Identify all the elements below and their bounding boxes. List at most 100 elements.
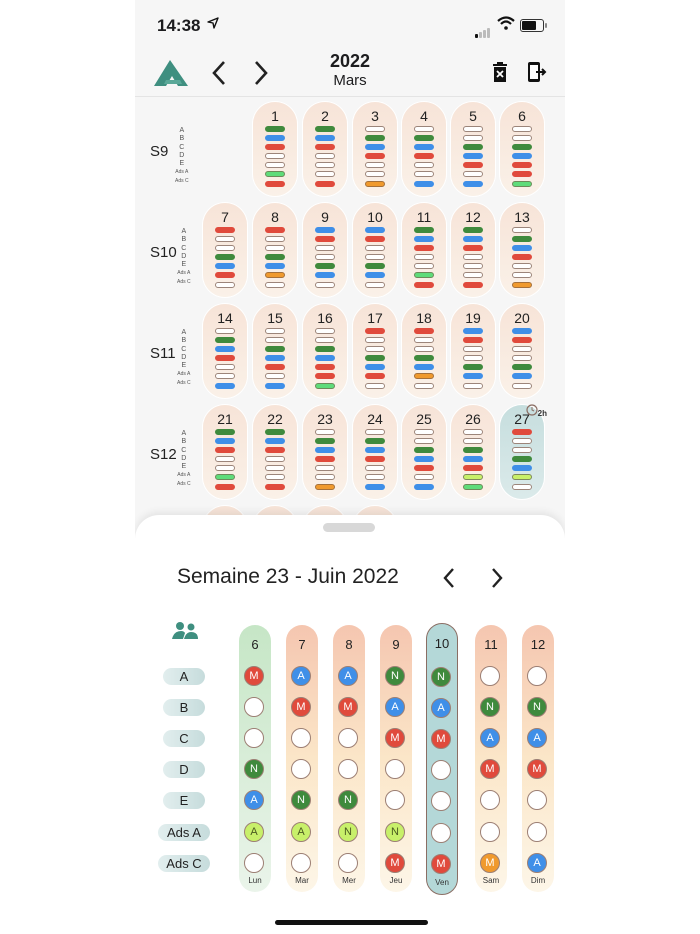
prev-week-button[interactable] <box>439 565 459 596</box>
shift-cell[interactable] <box>431 760 451 780</box>
calendar-day[interactable]: 18 <box>402 304 446 398</box>
shift-cell[interactable] <box>431 791 451 811</box>
next-month-button[interactable] <box>247 58 273 88</box>
shift-cell[interactable] <box>527 790 547 810</box>
row-label[interactable]: C <box>163 730 205 747</box>
calendar-day[interactable]: 22 <box>253 405 297 499</box>
shift-cell[interactable]: N <box>480 697 500 717</box>
calendar-day[interactable]: 6 <box>500 102 544 196</box>
week-day-column[interactable]: 9 N A M N M Jeu <box>380 625 412 892</box>
shift-cell[interactable]: A <box>338 666 358 686</box>
shift-cell[interactable]: A <box>291 822 311 842</box>
calendar-day[interactable]: 21 <box>203 405 247 499</box>
shift-cell[interactable]: M <box>527 759 547 779</box>
shift-cell[interactable] <box>291 728 311 748</box>
shift-cell[interactable]: M <box>431 729 451 749</box>
row-label[interactable]: B <box>163 699 205 716</box>
row-label[interactable]: Ads C <box>158 855 210 872</box>
row-legend-label: D <box>179 151 185 159</box>
calendar-day[interactable]: 3 <box>353 102 397 196</box>
shift-cell[interactable]: M <box>480 759 500 779</box>
calendar-day[interactable]: 8 <box>253 203 297 297</box>
shift-cell[interactable]: N <box>385 822 405 842</box>
shift-cell[interactable] <box>244 853 264 873</box>
shift-cell[interactable]: A <box>291 666 311 686</box>
calendar-day[interactable]: 4 <box>402 102 446 196</box>
calendar-day[interactable]: 15 <box>253 304 297 398</box>
calendar-day[interactable]: 2 <box>303 102 347 196</box>
sheet-drag-handle[interactable] <box>323 523 375 532</box>
row-label[interactable]: Ads A <box>158 824 210 841</box>
shift-cell[interactable] <box>291 853 311 873</box>
shift-cell[interactable]: A <box>527 853 547 873</box>
next-week-button[interactable] <box>487 565 507 596</box>
shift-cell[interactable]: A <box>244 822 264 842</box>
shift-cell[interactable] <box>527 666 547 686</box>
shift-cell[interactable]: M <box>244 666 264 686</box>
shift-slot <box>315 465 335 472</box>
calendar-day[interactable]: 19 <box>451 304 495 398</box>
shift-cell[interactable] <box>431 823 451 843</box>
calendar-day[interactable]: 26 <box>451 405 495 499</box>
shift-cell[interactable]: A <box>385 697 405 717</box>
calendar-day[interactable]: 24 <box>353 405 397 499</box>
calendar-day[interactable]: 23 <box>303 405 347 499</box>
calendar-day[interactable]: 10 <box>353 203 397 297</box>
calendar-day[interactable]: 12 <box>451 203 495 297</box>
week-day-column[interactable]: 10 N A M M Ven <box>426 623 458 895</box>
shift-cell[interactable]: A <box>244 790 264 810</box>
shift-cell[interactable]: N <box>291 790 311 810</box>
shift-cell[interactable]: M <box>385 853 405 873</box>
calendar-day[interactable]: 9 <box>303 203 347 297</box>
calendar-day[interactable]: 5 <box>451 102 495 196</box>
shift-cell[interactable]: A <box>431 698 451 718</box>
prev-month-button[interactable] <box>207 58 233 88</box>
row-label[interactable]: D <box>163 761 205 778</box>
shift-cell[interactable]: M <box>385 728 405 748</box>
row-label[interactable]: E <box>163 792 205 809</box>
week-day-column[interactable]: 12 N A M A Dim <box>522 625 554 892</box>
week-day-column[interactable]: 6 M N A A Lun <box>239 625 271 892</box>
shift-cell[interactable]: N <box>338 790 358 810</box>
calendar-day[interactable]: 1 <box>253 102 297 196</box>
shift-cell[interactable]: N <box>527 697 547 717</box>
trash-x-icon[interactable] <box>492 62 508 87</box>
shift-cell[interactable] <box>480 822 500 842</box>
shift-cell[interactable]: M <box>291 697 311 717</box>
shift-cell[interactable]: N <box>431 667 451 687</box>
shift-cell[interactable]: M <box>431 854 451 874</box>
calendar-day[interactable]: 14 <box>203 304 247 398</box>
shift-cell[interactable] <box>385 790 405 810</box>
shift-cell[interactable] <box>291 759 311 779</box>
shift-cell[interactable]: M <box>480 853 500 873</box>
week-day-column[interactable]: 11 N A M M Sam <box>475 625 507 892</box>
week-day-column[interactable]: 8 A M N N Mer <box>333 625 365 892</box>
shift-cell[interactable] <box>527 822 547 842</box>
shift-cell[interactable]: A <box>480 728 500 748</box>
calendar-day[interactable]: 20 <box>500 304 544 398</box>
shift-cell[interactable]: A <box>527 728 547 748</box>
shift-cell[interactable]: N <box>338 822 358 842</box>
calendar-day[interactable]: 11 <box>402 203 446 297</box>
shift-cell[interactable]: N <box>385 666 405 686</box>
shift-cell[interactable]: N <box>244 759 264 779</box>
shift-cell[interactable] <box>338 728 358 748</box>
week-day-column[interactable]: 7 A M N A Mar <box>286 625 318 892</box>
calendar-day[interactable]: 13 <box>500 203 544 297</box>
calendar-day[interactable]: 25 <box>402 405 446 499</box>
shift-cell[interactable] <box>244 697 264 717</box>
calendar-day[interactable]: 7 <box>203 203 247 297</box>
shift-cell[interactable] <box>338 853 358 873</box>
shift-cell[interactable] <box>244 728 264 748</box>
calendar-day[interactable]: 17 <box>353 304 397 398</box>
shift-cell[interactable]: M <box>338 697 358 717</box>
calendar-day[interactable]: 27 2h <box>500 404 547 499</box>
logout-icon[interactable] <box>526 61 548 88</box>
calendar-day[interactable]: 16 <box>303 304 347 398</box>
row-label[interactable]: A <box>163 668 205 685</box>
shift-cell[interactable] <box>385 759 405 779</box>
shift-cell[interactable] <box>480 666 500 686</box>
shift-cell[interactable] <box>480 790 500 810</box>
shift-slot <box>365 254 385 261</box>
shift-cell[interactable] <box>338 759 358 779</box>
